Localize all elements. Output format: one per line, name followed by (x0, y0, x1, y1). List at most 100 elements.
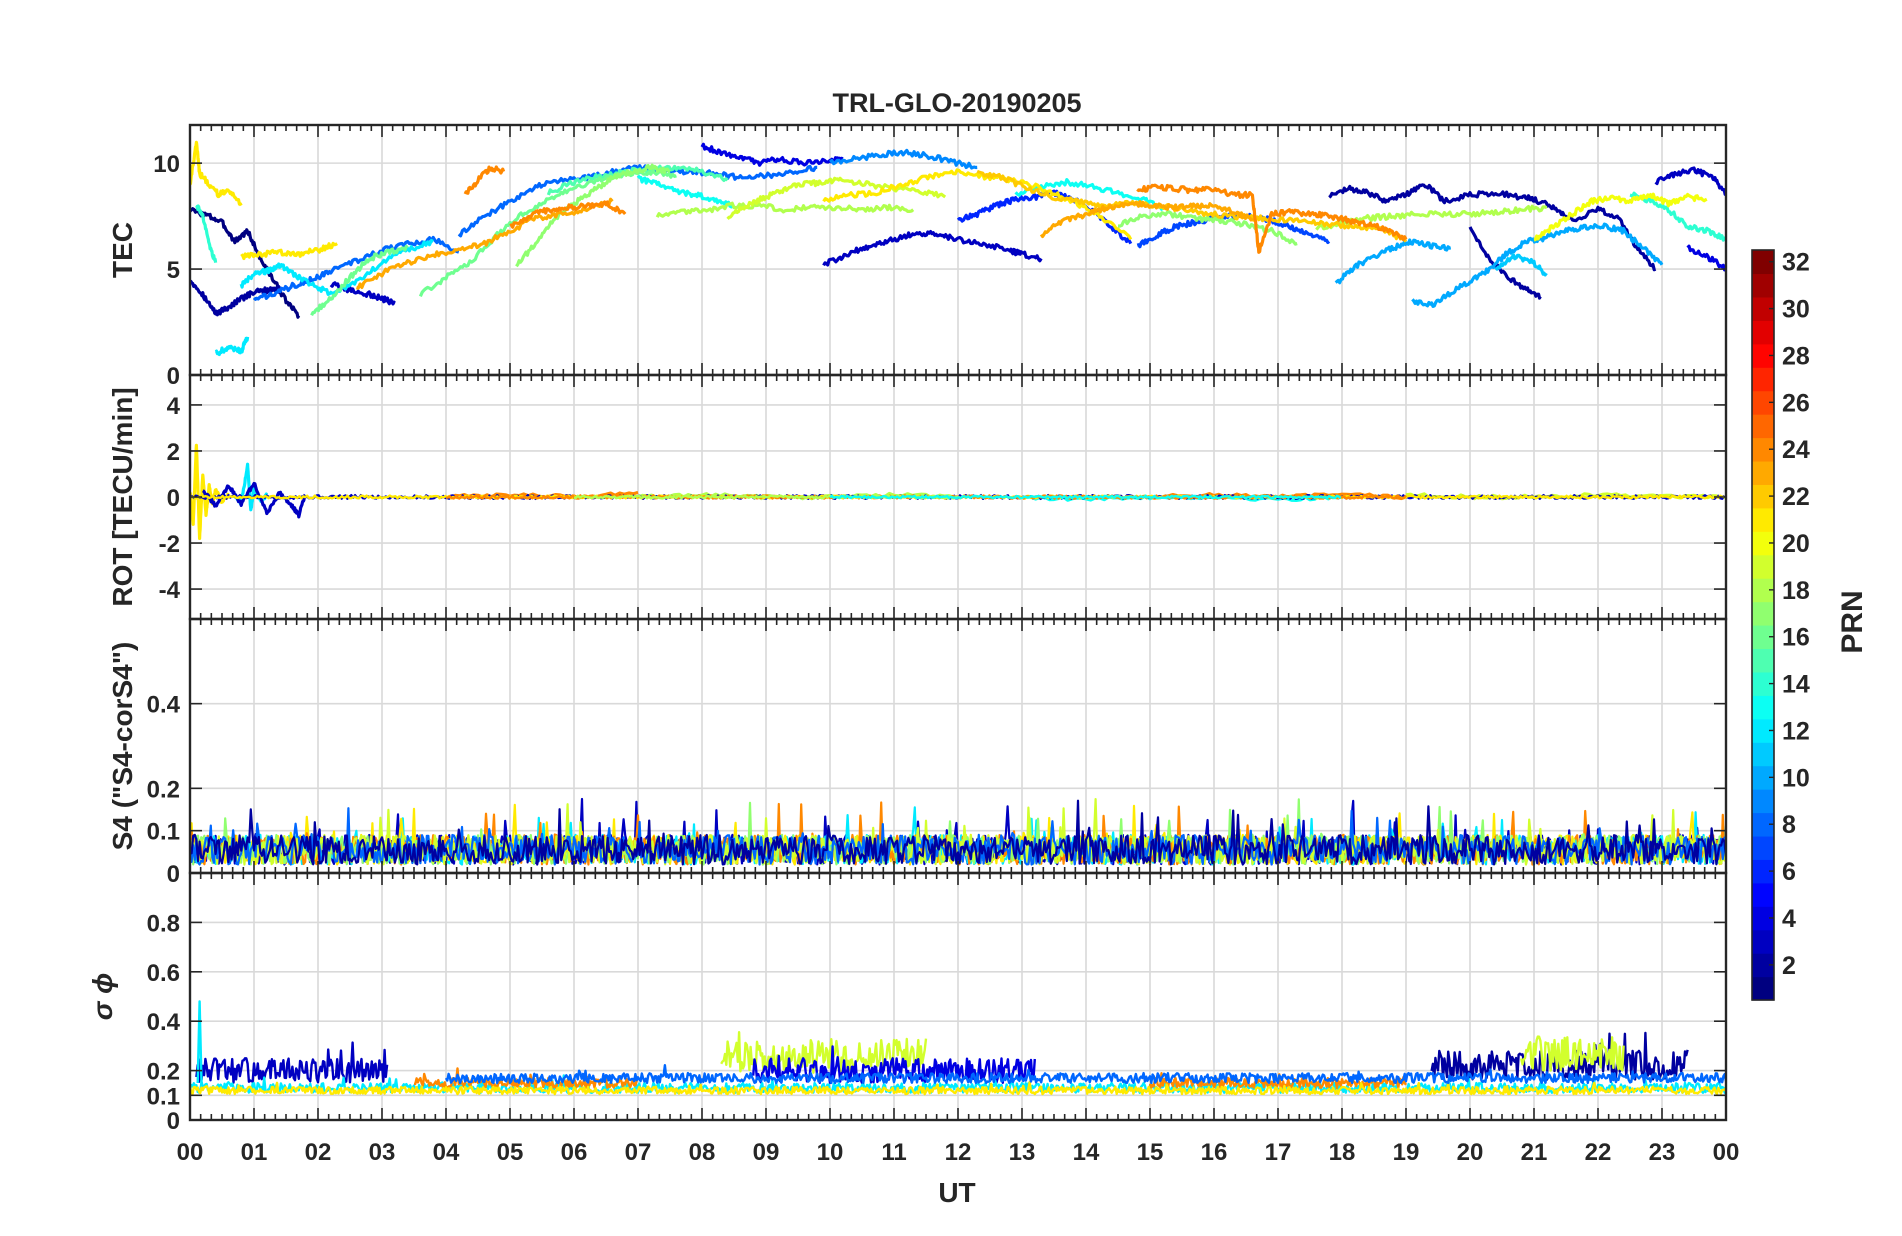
data-layer-tec (190, 140, 1726, 357)
x-tick-label: 09 (753, 1139, 780, 1166)
colorbar-cell (1752, 601, 1774, 626)
colorbar-cell (1752, 460, 1774, 485)
y-tick-label: 10 (153, 151, 180, 178)
panel-rot: -4 -2 0 2 4 ROT [TECU/min] (107, 373, 1728, 621)
colorbar-tick-label: 14 (1782, 671, 1810, 699)
colorbar-cell (1752, 507, 1774, 532)
x-tick-label: 12 (945, 1139, 972, 1166)
colorbar-tick-label: 6 (1782, 858, 1796, 886)
colorbar-cell (1752, 273, 1774, 298)
series-prn-13 (636, 174, 735, 209)
series-prn-4 (700, 142, 844, 167)
x-tick-label: 00 (1713, 1139, 1740, 1166)
colorbar-tick-label: 30 (1782, 296, 1810, 324)
series-prn-21 (190, 140, 243, 207)
x-axis-label: UT (938, 1177, 975, 1208)
y-tick-label: 4 (167, 393, 181, 420)
colorbar-cell (1752, 671, 1774, 696)
series-prn-24 (463, 165, 506, 195)
x-tick-label: 11 (881, 1139, 906, 1166)
y-tick-label: 0.2 (147, 1059, 180, 1086)
series-prn-12 (214, 336, 250, 357)
series-prn-3 (195, 1041, 389, 1084)
series-prn-23 (355, 197, 614, 290)
y-tick-label: 0.2 (147, 776, 180, 803)
colorbar-cell (1752, 437, 1774, 462)
series-prn-2 (190, 279, 281, 317)
x-tick-label: 00 (177, 1139, 204, 1166)
series-prn-20 (1533, 192, 1708, 242)
colorbar-cell (1752, 835, 1774, 860)
x-tick-label: 20 (1457, 1139, 1484, 1166)
y-tick-label: 0.6 (147, 960, 180, 987)
x-tick-label: 06 (561, 1139, 588, 1166)
series-prn-18 (655, 201, 915, 218)
series-prn-22 (976, 169, 1408, 243)
series-prn-9 (829, 148, 978, 170)
series-prn-8 (252, 235, 460, 301)
y-tick-label: 5 (167, 257, 180, 284)
panel-tec: 0 5 10 TEC (107, 123, 1728, 390)
y-tick-label: -4 (159, 577, 181, 604)
panel-sigma_phi: 00.10.2 0.4 0.6 0.8 σ ϕ (87, 871, 1728, 1135)
colorbar-cell (1752, 484, 1774, 509)
series-prn-10 (1334, 238, 1452, 285)
colorbar-tick-label: 10 (1782, 764, 1810, 792)
y-tick-label: 0 (167, 1108, 180, 1135)
y-tick-label: 0.1 (147, 819, 180, 846)
colorbar-cell (1752, 390, 1774, 415)
series-prn-2 (1468, 226, 1542, 300)
series-prn-19 (1520, 1035, 1625, 1072)
series-prn-4 (752, 1045, 1036, 1085)
y-tick-label: 0 (167, 485, 180, 512)
colorbar-tick-label: 18 (1782, 577, 1810, 605)
series-prn-10 (1411, 222, 1664, 308)
data-layer-s4 (190, 797, 1726, 866)
colorbar-cell (1752, 531, 1774, 556)
x-tick-label: 13 (1009, 1139, 1036, 1166)
colorbar-tick-label: 8 (1782, 811, 1796, 839)
colorbar-cell (1752, 414, 1774, 439)
y-tick-label: 0.1 (147, 1083, 180, 1110)
x-tick-label: 10 (817, 1139, 844, 1166)
colorbar-cell (1752, 906, 1774, 931)
y-axis-label: ROT [TECU/min] (107, 387, 138, 606)
x-tick-label: 19 (1393, 1139, 1420, 1166)
x-tick-label: 02 (305, 1139, 332, 1166)
colorbar-cell (1752, 695, 1774, 720)
x-tick-label: 03 (369, 1139, 396, 1166)
colorbar-cell (1752, 882, 1774, 907)
colorbar-label: PRN (1836, 590, 1869, 653)
colorbar-tick-label: 16 (1782, 624, 1810, 652)
colorbar-frame (1751, 249, 1775, 1001)
colorbar-cell (1752, 929, 1774, 954)
colorbar-tick-label: 24 (1782, 436, 1810, 464)
series-prn-24 (414, 1067, 639, 1090)
x-tick-label: 23 (1649, 1139, 1676, 1166)
colorbar-cell (1752, 250, 1774, 275)
series-prn-1 (190, 207, 301, 319)
series-prn-11 (1494, 253, 1548, 277)
colorbar-cell (1752, 343, 1774, 368)
series-prn-13 (829, 494, 1342, 500)
colorbar-cell (1752, 765, 1774, 790)
colorbar-tick-label: 20 (1782, 530, 1810, 558)
x-tick-label: 16 (1201, 1139, 1228, 1166)
x-tick-label: 04 (433, 1139, 460, 1166)
panel-s4: 0 0.1 0.2 0.4 S4 ("S4-corS4") (107, 617, 1728, 888)
y-axis-label: σ ϕ (87, 973, 118, 1021)
series-prn-2 (1328, 183, 1657, 272)
colorbar-cell (1752, 718, 1774, 743)
colorbar-cell (1752, 648, 1774, 673)
colorbar-cell (1752, 976, 1774, 1001)
colorbar-cell (1752, 789, 1774, 814)
series-prn-17 (515, 163, 671, 268)
colorbar-tick-label: 28 (1782, 342, 1810, 370)
series-prn-24 (509, 200, 627, 229)
colorbar-cell (1752, 859, 1774, 884)
colorbar-cell (1752, 367, 1774, 392)
y-tick-label: 0 (167, 861, 180, 888)
